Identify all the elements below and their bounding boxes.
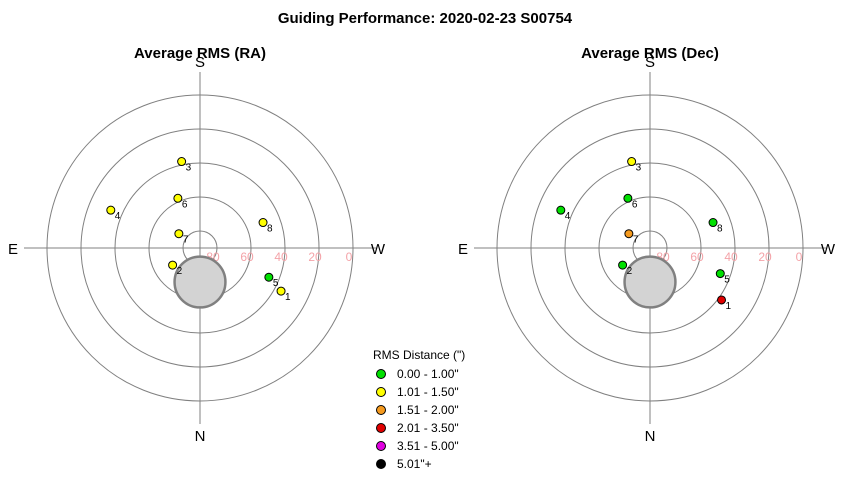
data-point-2	[618, 260, 628, 270]
legend-label: 3.51 - 5.00"	[397, 439, 459, 453]
ring-label-60: 60	[690, 250, 704, 264]
ra-chart-title: Average RMS (RA)	[134, 45, 266, 62]
point-label-8: 8	[717, 224, 723, 235]
legend-label: 1.51 - 2.00"	[397, 403, 459, 417]
compass-n: N	[195, 428, 206, 445]
point-label-2: 2	[627, 266, 633, 277]
data-point-6	[623, 193, 633, 203]
legend-item: 3.51 - 5.00"	[373, 437, 465, 455]
legend-swatch	[376, 405, 386, 415]
legend-title: RMS Distance (")	[373, 348, 466, 362]
ring-label-60: 60	[240, 250, 254, 264]
data-point-4	[556, 205, 566, 215]
data-point-1	[276, 286, 286, 296]
point-label-3: 3	[636, 163, 642, 174]
point-label-6: 6	[182, 199, 188, 210]
legend-swatch	[376, 387, 386, 397]
legend-item: 5.01"+	[373, 455, 465, 473]
data-point-2	[168, 260, 178, 270]
ring-label-0: 0	[796, 250, 803, 264]
data-point-4	[106, 205, 116, 215]
point-label-5: 5	[273, 278, 279, 289]
legend-item: 1.51 - 2.00"	[373, 401, 465, 419]
compass-s: S	[195, 54, 205, 71]
point-label-4: 4	[565, 211, 571, 222]
data-point-1	[717, 295, 727, 305]
point-label-6: 6	[632, 199, 638, 210]
legend-swatch	[376, 441, 386, 451]
legend-swatch	[376, 459, 386, 469]
point-label-2: 2	[177, 266, 183, 277]
ring-label-40: 40	[724, 250, 738, 264]
data-point-8	[258, 218, 268, 228]
data-point-3	[627, 157, 637, 167]
compass-w: W	[821, 241, 836, 258]
ring-label-0: 0	[346, 250, 353, 264]
legend-swatch	[376, 369, 386, 379]
point-label-7: 7	[633, 235, 639, 246]
dec-chart-title: Average RMS (Dec)	[581, 45, 719, 62]
compass-w: W	[371, 241, 386, 258]
legend-label: 5.01"+	[397, 457, 432, 471]
legend: RMS Distance (") 0.00 - 1.00" 1.01 - 1.50…	[373, 348, 465, 473]
obstruction-disc	[173, 255, 227, 309]
ring-label-20: 20	[758, 250, 772, 264]
point-label-3: 3	[186, 163, 192, 174]
data-point-7	[624, 229, 634, 239]
ring-label-40: 40	[274, 250, 288, 264]
point-label-7: 7	[183, 235, 189, 246]
data-point-7	[174, 229, 184, 239]
point-label-4: 4	[115, 211, 121, 222]
point-label-8: 8	[267, 224, 273, 235]
compass-n: N	[645, 428, 656, 445]
legend-item: 2.01 - 3.50"	[373, 419, 465, 437]
data-point-3	[177, 157, 187, 167]
data-point-5	[715, 269, 725, 279]
point-label-1: 1	[726, 301, 732, 312]
ring-label-20: 20	[308, 250, 322, 264]
point-label-1: 1	[285, 292, 291, 303]
legend-item: 0.00 - 1.00"	[373, 365, 465, 383]
point-label-5: 5	[724, 275, 730, 286]
legend-label: 0.00 - 1.00"	[397, 367, 459, 381]
compass-e: E	[458, 241, 468, 258]
chart-title: Guiding Performance: 2020-02-23 S00754	[277, 10, 573, 27]
legend-label: 1.01 - 1.50"	[397, 385, 459, 399]
legend-label: 2.01 - 3.50"	[397, 421, 459, 435]
legend-item: 1.01 - 1.50"	[373, 383, 465, 401]
data-point-6	[173, 193, 183, 203]
compass-e: E	[8, 241, 18, 258]
obstruction-disc	[623, 255, 677, 309]
data-point-8	[708, 218, 718, 228]
data-point-5	[264, 272, 274, 282]
compass-s: S	[645, 54, 655, 71]
legend-swatch	[376, 423, 386, 433]
